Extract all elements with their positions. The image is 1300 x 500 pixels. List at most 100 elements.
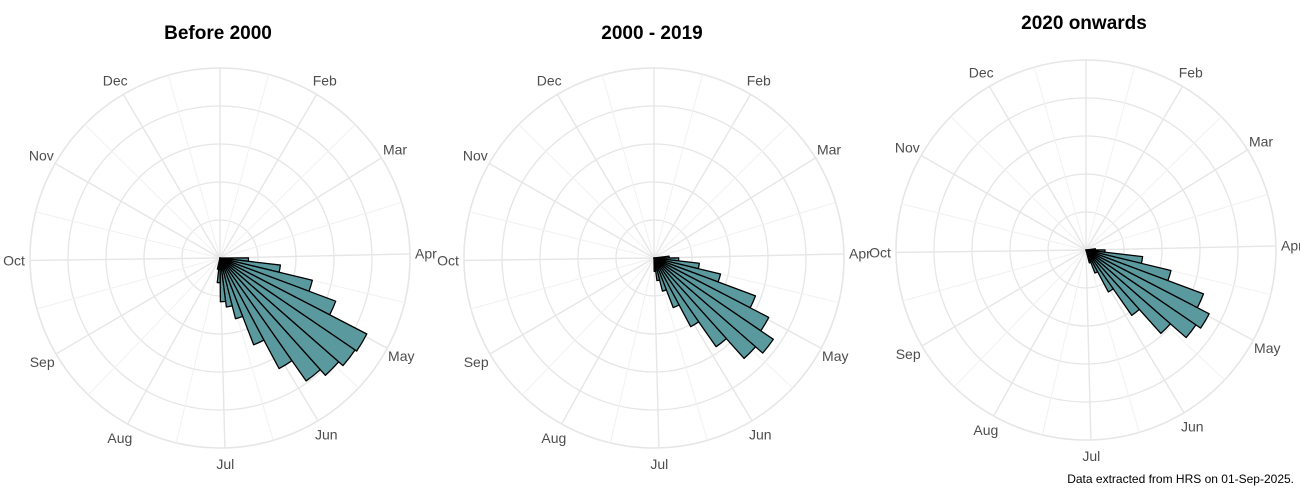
minor-spoke: [219, 201, 402, 259]
month-spoke: [54, 162, 221, 259]
minor-spoke: [1085, 66, 1136, 251]
histogram-bar: [219, 257, 368, 352]
month-label: Jul: [1082, 448, 1100, 464]
minor-spoke: [521, 257, 655, 396]
histogram-bar: [653, 257, 757, 360]
month-spoke: [30, 257, 221, 262]
minor-spoke: [84, 124, 221, 259]
histogram-bar: [219, 257, 340, 376]
minor-spoke: [1033, 67, 1087, 251]
month-label: Mar: [817, 141, 841, 157]
month-spoke: [920, 154, 1087, 251]
minor-spoke: [902, 249, 1087, 302]
month-spoke: [653, 253, 844, 259]
histogram-bar: [653, 257, 774, 354]
histogram-bar: [653, 257, 680, 309]
panel-title: Before 2000: [164, 23, 272, 44]
histogram-bar: [653, 257, 668, 292]
histogram-bar: [219, 257, 227, 303]
month-label: Apr: [415, 246, 437, 262]
month-spoke: [988, 86, 1087, 251]
minor-spoke: [470, 257, 655, 310]
month-label: May: [388, 348, 414, 364]
month-label: Oct: [869, 245, 891, 261]
month-label: Sep: [30, 354, 55, 370]
histogram-bar: [653, 257, 661, 282]
month-spoke: [488, 162, 655, 259]
month-spoke: [489, 257, 655, 355]
histogram-bar: [1085, 249, 1140, 317]
minor-spoke: [653, 124, 790, 259]
month-label: Oct: [437, 253, 459, 269]
histogram-bar: [219, 257, 293, 370]
month-label: Feb: [1179, 65, 1203, 81]
histogram-bar: [653, 257, 728, 348]
panel-title: 2000 - 2019: [601, 23, 702, 44]
panel-title: 2020 onwards: [1021, 13, 1147, 34]
month-spoke: [992, 249, 1087, 417]
histogram-bar: [219, 257, 244, 320]
month-label: Jun: [1181, 418, 1204, 434]
month-spoke: [126, 257, 221, 425]
minor-spoke: [653, 201, 836, 259]
month-label: May: [822, 348, 848, 364]
minor-spoke: [35, 211, 221, 259]
month-label: Nov: [29, 148, 54, 164]
minor-spoke: [469, 211, 655, 259]
month-spoke: [219, 94, 318, 259]
month-label: May: [1254, 340, 1280, 356]
rose-chart-3: Feb Mar Apr May Jun Jul Aug Sep Oct Nov Dec 2020 on…: [869, 13, 1300, 464]
month-spoke: [556, 94, 655, 259]
month-spoke: [219, 253, 410, 259]
month-label: Aug: [541, 430, 566, 446]
month-label: Mar: [383, 141, 407, 157]
month-spoke: [464, 257, 655, 262]
month-spoke: [1085, 86, 1184, 251]
histogram-bar: [1085, 249, 1210, 329]
rose-chart-1: Feb Mar Apr May Jun Jul Aug Sep Oct Nov Dec Before …: [3, 23, 437, 472]
month-label: Jun: [315, 426, 338, 442]
month-spoke: [653, 257, 660, 448]
month-spoke: [653, 157, 816, 259]
data-source-caption: Data extracted from HRS on 01-Sep-2025.: [1067, 472, 1294, 486]
month-label: Mar: [1249, 133, 1273, 149]
month-label: Apr: [1281, 238, 1300, 254]
histogram-bar: [219, 257, 321, 382]
month-label: Feb: [313, 73, 337, 89]
minor-spoke: [219, 74, 270, 259]
histogram-bar: [219, 257, 265, 346]
month-label: Oct: [3, 253, 25, 269]
minor-spoke: [1085, 193, 1268, 251]
month-spoke: [921, 249, 1087, 347]
month-label: Sep: [464, 354, 489, 370]
minor-spoke: [175, 257, 221, 444]
month-label: Dec: [537, 73, 562, 89]
month-label: Jul: [216, 456, 234, 472]
bars: [653, 255, 774, 360]
minor-spoke: [518, 124, 655, 259]
minor-spoke: [36, 257, 221, 310]
month-label: Nov: [895, 140, 920, 156]
minor-spoke: [1041, 249, 1087, 436]
minor-spoke: [87, 257, 221, 396]
minor-spoke: [901, 203, 1087, 251]
month-label: Jun: [749, 426, 772, 442]
month-label: Aug: [107, 430, 132, 446]
histogram-bar: [1085, 249, 1172, 335]
histogram-bar: [653, 257, 657, 272]
histogram-bar: [1085, 249, 1197, 339]
minor-spoke: [1085, 116, 1222, 251]
month-spoke: [55, 257, 221, 355]
month-label: Apr: [849, 246, 871, 262]
month-label: Dec: [969, 65, 994, 81]
month-label: Sep: [896, 346, 921, 362]
histogram-bar: [1085, 249, 1092, 264]
histogram-bar: [219, 257, 233, 308]
histogram-bar: [219, 257, 356, 367]
month-label: Dec: [103, 73, 128, 89]
month-spoke: [1085, 249, 1092, 440]
rose-chart-2: Feb Mar Apr May Jun Jul Aug Sep Oct Nov Dec 2000 - …: [437, 23, 871, 472]
month-label: Nov: [463, 148, 488, 164]
histogram-bar: [653, 257, 700, 328]
minor-spoke: [609, 257, 655, 444]
